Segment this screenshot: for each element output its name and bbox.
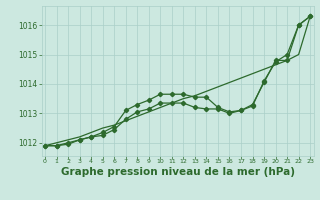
X-axis label: Graphe pression niveau de la mer (hPa): Graphe pression niveau de la mer (hPa): [60, 167, 295, 177]
